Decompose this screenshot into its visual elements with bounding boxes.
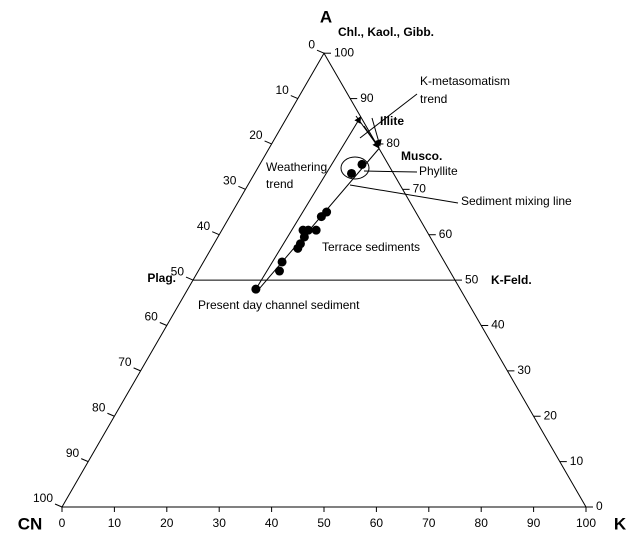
bottom-tick-label: 30 (213, 516, 227, 530)
right-tick-label: 60 (439, 227, 453, 241)
mineral-label: K-Feld. (491, 273, 532, 287)
mineral-label: Plag. (147, 271, 176, 285)
leader-line (363, 170, 418, 173)
bottom-tick-label: 10 (108, 516, 122, 530)
mineral-label: Illite (380, 114, 404, 128)
sample-point (347, 168, 357, 178)
left-tick-label: 100 (33, 491, 53, 505)
right-tick-label: 100 (334, 45, 354, 59)
sample-point (311, 225, 321, 235)
sample-point (357, 159, 367, 169)
right-tick-label: 20 (544, 408, 558, 422)
weathering-trend (255, 116, 362, 290)
bottom-tick-label: 20 (160, 516, 174, 530)
mineral-label: Chl., Kaol., Gibb. (338, 25, 434, 39)
left-tick-label: 30 (223, 174, 237, 188)
left-tick-label: 50 (171, 264, 185, 278)
tick-mark (107, 412, 115, 417)
sample-point (322, 207, 332, 217)
right-tick-label: 80 (386, 136, 400, 150)
phyllite-outline (340, 156, 370, 180)
bottom-tick-label: 50 (317, 516, 331, 530)
left-tick-label: 0 (308, 37, 315, 51)
sample-point (303, 225, 313, 235)
sample-point (274, 266, 284, 276)
annotation: trend (266, 177, 293, 191)
right-tick-label: 30 (517, 363, 531, 377)
annotation: Sediment mixing line (461, 194, 572, 208)
annotation: Weathering (266, 160, 327, 174)
tick-mark (238, 185, 246, 190)
bottom-tick-label: 80 (475, 516, 489, 530)
right-tick-label: 40 (491, 318, 505, 332)
annotation: trend (420, 92, 447, 106)
left-tick-label: 20 (249, 128, 263, 142)
left-tick-label: 10 (275, 83, 289, 97)
vertex-label: A (320, 7, 332, 26)
mineral-label: Musco. (401, 149, 442, 163)
vertex-label: CN (18, 514, 43, 533)
tick-mark (54, 503, 63, 508)
tick-mark (159, 322, 167, 326)
annotation: Terrace sediments (322, 240, 420, 254)
sample-point (277, 257, 287, 267)
tick-mark (133, 367, 141, 372)
sample-point (299, 232, 309, 242)
tick-mark (264, 140, 272, 145)
left-tick-label: 90 (66, 446, 80, 460)
tick-mark (316, 49, 325, 54)
right-tick-label: 50 (465, 272, 479, 286)
sample-point (251, 284, 261, 294)
leader-line (349, 184, 459, 204)
tick-mark (212, 231, 220, 236)
annotation: K-metasomatism (420, 74, 510, 88)
left-tick-label: 60 (144, 310, 158, 324)
k-metasomatism-arrow (371, 117, 382, 147)
tick-mark (185, 276, 194, 281)
right-tick-label: 10 (570, 454, 584, 468)
bottom-tick-label: 100 (576, 516, 596, 530)
left-tick-label: 40 (197, 219, 211, 233)
bottom-tick-label: 0 (59, 516, 66, 530)
bottom-tick-label: 60 (370, 516, 384, 530)
left-tick-label: 80 (92, 400, 106, 414)
right-tick-label: 70 (413, 182, 427, 196)
bottom-tick-label: 90 (527, 516, 541, 530)
bottom-tick-label: 40 (265, 516, 279, 530)
vertex-label: K (614, 514, 627, 533)
left-tick-label: 70 (118, 355, 132, 369)
tick-mark (290, 95, 298, 100)
right-tick-label: 90 (360, 91, 374, 105)
leader-line (359, 93, 418, 139)
tick-mark (81, 458, 89, 463)
sample-point (295, 239, 305, 249)
bottom-tick-label: 70 (422, 516, 436, 530)
right-tick-label: 0 (596, 499, 603, 513)
annotation: Phyllite (419, 164, 458, 178)
annotation: Present day channel sediment (198, 298, 360, 312)
